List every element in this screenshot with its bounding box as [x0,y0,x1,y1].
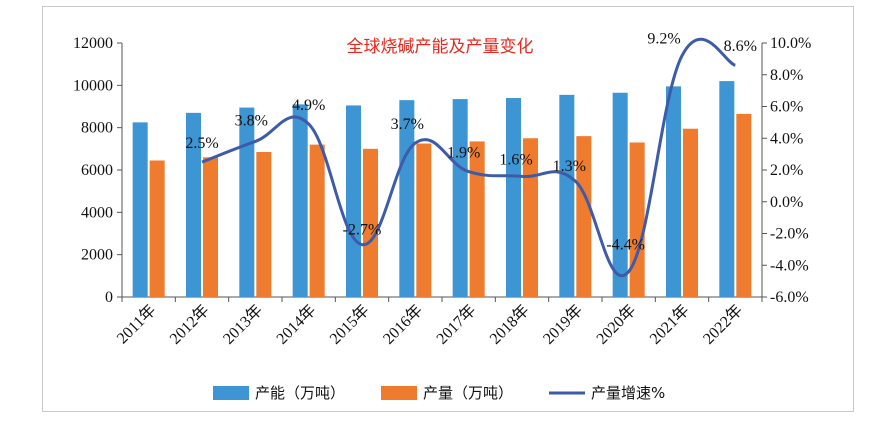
left-tick-label: 12000 [73,35,113,52]
bars [132,81,752,298]
legend-swatch [381,386,417,400]
right-tick-label: 4.0% [770,130,803,147]
capacity-bar [346,105,361,297]
x-tick-label: 2011年 [113,301,159,347]
production-bar [256,152,272,297]
x-tick-label: 2013年 [219,301,266,348]
left-tick-label: 6000 [81,162,113,179]
capacity-bar [719,81,735,297]
production-bar [309,144,325,297]
growth-line [201,37,736,277]
x-tick-label: 2016年 [379,301,426,348]
capacity-bar [452,99,468,297]
production-bar [576,136,592,297]
growth-line-path [201,37,736,277]
axes: 0 2000 4000 6000 8000 10000 12000 -6.0% -4.0% -2.… [73,35,811,348]
growth-data-label: 3.7% [391,116,424,133]
x-tick-label: 2014年 [273,301,320,348]
production-bar [149,160,165,297]
capacity-bar [132,122,148,297]
right-tick-label: 6.0% [770,99,803,116]
capacity-bar [186,112,201,297]
growth-data-label: 1.9% [447,145,480,162]
right-tick-label: -4.0% [770,257,809,274]
production-bar [736,113,752,298]
chart-frame [42,6,854,412]
production-bar [363,148,378,297]
x-tick-label: 2015年 [326,301,373,348]
right-tick-label: 10.0% [770,35,811,52]
production-bar [416,143,432,297]
growth-data-label: 4.9% [292,97,325,114]
x-tick-label: 2020年 [593,301,640,348]
right-tick-label: 0.0% [770,194,803,211]
growth-data-label: 1.3% [553,158,586,175]
production-bar [629,142,645,297]
growth-data-label: 8.6% [724,38,757,55]
right-tick-label: -2.0% [770,226,809,243]
left-tick-label: 10000 [73,77,113,94]
x-tick-label: 2021年 [646,301,693,348]
legend-label: 产能（万吨） [255,384,345,402]
legend-label: 产量增速% [591,384,665,402]
growth-data-label: -4.4% [606,237,645,254]
growth-data-label: 3.8% [235,112,268,129]
x-tick-label: 2012年 [166,301,213,348]
capacity-bar [506,98,521,298]
chart-title: 全球烧碱产能及产量变化 [347,37,534,57]
capacity-bar [559,94,575,297]
production-bar [683,128,698,297]
x-tick-label: 2017年 [433,301,480,348]
production-bar [523,138,538,297]
left-tick-label: 2000 [81,247,113,264]
right-tick-label: 8.0% [770,67,803,84]
capacity-bar [292,104,308,297]
growth-data-label: -2.7% [343,222,382,239]
legend-swatch [213,386,249,400]
data-labels: 2.5% 3.8% 4.9% -2.7% 3.7% 1.9% 1.6% 1.3% -4.4% 9.… [185,31,757,254]
production-bar [469,141,485,297]
growth-data-label: 2.5% [185,135,218,152]
legend-label: 产量（万吨） [423,384,513,402]
left-tick-label: 4000 [81,204,113,221]
right-tick-label: 2.0% [770,162,803,179]
x-tick-label: 2018年 [486,301,533,348]
x-tick-label: 2022年 [699,301,746,348]
legend: 产能（万吨） 产量（万吨） 产量增速% [213,384,665,402]
capacity-bar [666,86,681,298]
growth-data-label: 9.2% [647,31,680,48]
left-tick-label: 0 [105,289,113,306]
x-tick-label: 2019年 [539,301,586,348]
capacity-bar [612,92,628,297]
production-bar [203,157,218,297]
right-tick-label: -6.0% [770,289,809,306]
left-tick-label: 8000 [81,120,113,137]
growth-data-label: 1.6% [499,151,532,168]
capacity-bar [239,107,255,297]
